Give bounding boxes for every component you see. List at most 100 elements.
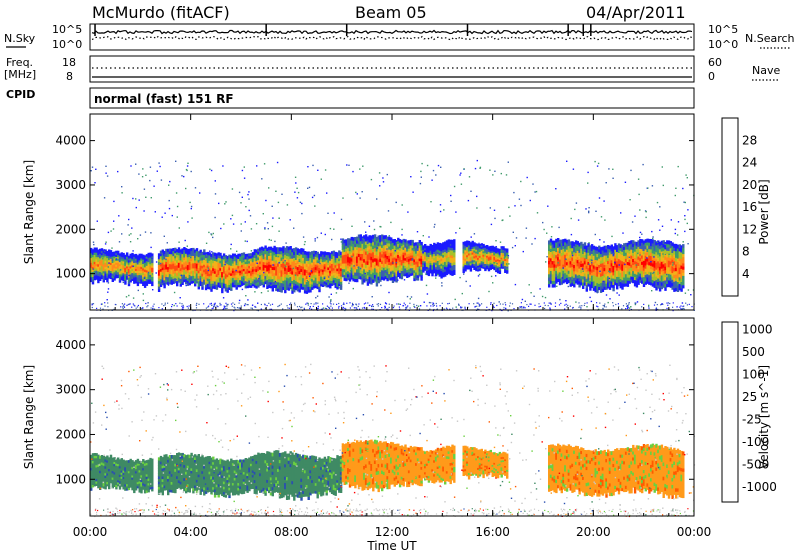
echo-speck <box>519 199 520 200</box>
echo-speck <box>559 299 560 300</box>
echo-speck <box>257 303 258 304</box>
echo-speck <box>658 279 659 280</box>
echo-speck <box>360 268 361 269</box>
echo-speck <box>426 285 427 286</box>
echo-speck <box>162 217 163 218</box>
echo-speck <box>341 219 342 220</box>
clutter-speck <box>219 303 220 304</box>
echo-speck <box>688 289 689 290</box>
echo-speck <box>512 247 513 248</box>
echo-speck <box>334 212 335 213</box>
echo-speck <box>545 261 546 262</box>
echo-speck <box>682 188 683 189</box>
echo-speck <box>402 204 403 205</box>
echo-speck <box>629 257 630 258</box>
echo-speck <box>412 192 413 193</box>
echo-speck <box>105 243 106 244</box>
clutter-speck <box>389 304 390 305</box>
echo-speck <box>470 285 471 286</box>
echo-speck <box>296 284 297 285</box>
noise-sky-line <box>92 31 692 34</box>
echo-speck <box>629 307 630 308</box>
echo-speck <box>138 173 139 174</box>
echo-speck <box>117 171 118 172</box>
echo-speck <box>133 297 134 298</box>
echo-speck <box>608 271 609 272</box>
echo-speck <box>602 281 603 282</box>
echo-speck <box>189 202 190 203</box>
echo-speck <box>613 254 614 255</box>
echo-speck <box>139 281 140 282</box>
echo-speck <box>396 262 397 263</box>
echo-speck <box>272 249 273 250</box>
echo-speck <box>463 168 464 169</box>
echo-speck <box>374 229 375 230</box>
echo-speck <box>131 227 132 228</box>
echo-speck <box>191 206 192 207</box>
echo-speck <box>311 270 312 271</box>
echo-speck <box>172 215 173 216</box>
echo-speck <box>685 293 686 294</box>
echo-speck <box>515 284 516 285</box>
echo-speck <box>587 182 588 183</box>
echo-speck <box>508 255 509 256</box>
echo-speck <box>233 223 234 224</box>
echo-speck <box>435 277 436 278</box>
echo-speck <box>436 250 437 251</box>
echo-speck <box>542 296 543 297</box>
echo-speck <box>191 217 192 218</box>
echo-speck <box>474 233 475 234</box>
echo-speck <box>604 219 605 220</box>
echo-speck <box>247 241 248 242</box>
echo-speck <box>145 231 146 232</box>
echo-speck <box>646 211 647 212</box>
clutter-speck <box>377 304 378 305</box>
echo-speck <box>537 212 538 213</box>
echo-speck <box>675 229 676 230</box>
echo-speck <box>659 206 660 207</box>
echo-speck <box>118 215 119 216</box>
noise-panel-frame <box>90 24 694 50</box>
echo-speck <box>264 227 265 228</box>
echo-speck <box>247 258 248 259</box>
freq-left-tick-bottom: 8 <box>66 70 73 83</box>
echo-speck <box>303 236 304 237</box>
echo-speck <box>267 222 268 223</box>
echo-speck <box>113 221 114 222</box>
echo-speck <box>362 191 363 192</box>
echo-speck <box>377 247 378 248</box>
echo-speck <box>214 217 215 218</box>
echo-speck <box>317 296 318 297</box>
echo-speck <box>651 231 652 232</box>
echo-speck <box>309 187 310 188</box>
echo-speck <box>546 233 547 234</box>
echo-speck <box>440 167 441 168</box>
echo-speck <box>176 192 177 193</box>
echo-speck <box>440 211 441 212</box>
echo-speck <box>642 164 643 165</box>
echo-speck <box>224 203 225 204</box>
echo-speck <box>351 226 352 227</box>
echo-speck <box>595 211 596 212</box>
echo-speck <box>340 239 341 240</box>
echo-speck <box>108 266 109 267</box>
echo-speck <box>144 189 145 190</box>
echo-speck <box>348 283 349 284</box>
echo-speck <box>213 233 214 234</box>
echo-speck <box>558 274 559 275</box>
echo-speck <box>582 268 583 269</box>
echo-speck <box>128 295 129 296</box>
echo-speck <box>225 201 226 202</box>
echo-speck <box>508 162 509 163</box>
echo-speck <box>239 192 240 193</box>
echo-speck <box>641 234 642 235</box>
echo-speck <box>513 232 514 233</box>
echo-speck <box>175 161 176 162</box>
echo-speck <box>223 258 224 259</box>
echo-speck <box>603 200 604 201</box>
echo-speck <box>684 231 685 232</box>
echo-speck <box>256 223 257 224</box>
echo-speck <box>362 166 363 167</box>
echo-speck <box>312 165 313 166</box>
echo-speck <box>551 236 552 237</box>
